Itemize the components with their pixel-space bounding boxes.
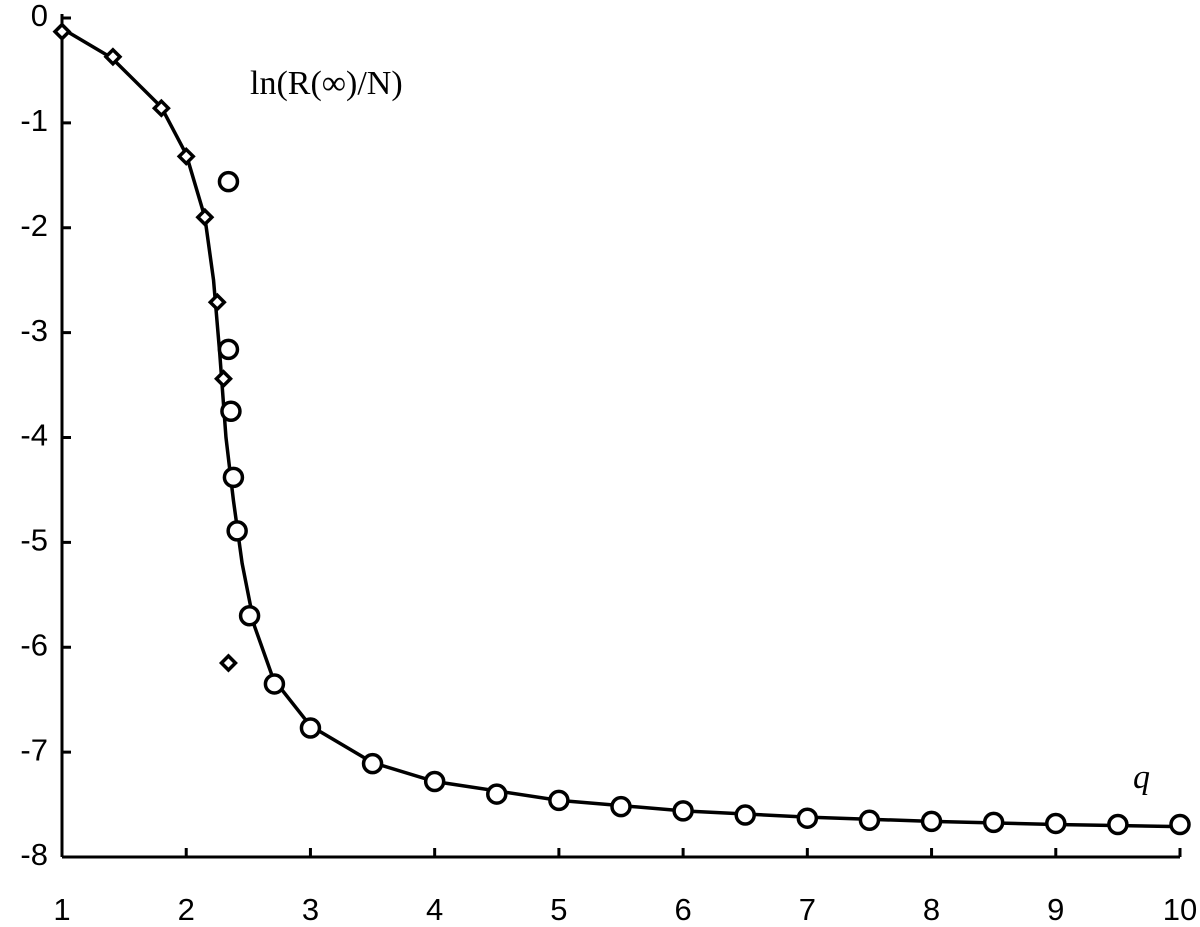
circle-marker	[610, 795, 632, 818]
x-tick-label: 1	[53, 892, 70, 927]
circle-marker	[263, 673, 286, 695]
y-tick-label: -3	[20, 313, 48, 348]
diamond-marker	[103, 47, 123, 67]
y-tick-label: 0	[31, 0, 48, 33]
y-tick-label: -8	[20, 837, 48, 872]
y-tick-label: -4	[20, 418, 48, 453]
circle-marker	[361, 752, 384, 775]
circle-marker	[423, 770, 446, 793]
circle-marker	[217, 170, 240, 193]
circle-marker	[796, 807, 819, 829]
y-tick-label: -2	[20, 208, 48, 243]
circle-marker	[734, 804, 756, 826]
x-tick-label: 10	[1163, 892, 1197, 927]
y-annotation: ln(R(∞)/N)	[250, 65, 403, 102]
x-tick-label: 6	[674, 892, 691, 927]
circle-marker	[920, 810, 943, 833]
circle-marker	[217, 338, 240, 361]
circle-marker	[299, 717, 322, 739]
y-tick-label: -6	[20, 627, 48, 662]
diamond-marker	[195, 207, 215, 227]
x-tick-label: 8	[923, 892, 940, 927]
circle-marker	[222, 466, 245, 489]
x-tick-label: 9	[1047, 892, 1064, 927]
circle-marker	[226, 520, 248, 542]
x-tick-label: 3	[302, 892, 319, 927]
circle-marker	[672, 800, 694, 822]
x-tick-label: 7	[799, 892, 816, 927]
x-annotation: q	[1133, 759, 1150, 796]
x-tick-label: 5	[550, 892, 567, 927]
circle-marker	[982, 811, 1005, 834]
circle-marker	[1045, 812, 1067, 835]
circle-marker	[1169, 813, 1191, 836]
circle-marker	[220, 400, 242, 423]
diamond-marker	[151, 98, 171, 118]
diamond-marker	[214, 369, 233, 389]
x-tick-label: 4	[426, 892, 443, 927]
circle-marker	[238, 605, 261, 627]
y-tick-label: -7	[20, 732, 48, 767]
diamond-marker	[176, 146, 196, 166]
circle-marker	[548, 789, 570, 812]
diamond-marker	[218, 653, 238, 673]
circle-marker	[486, 783, 508, 805]
circle-marker	[1107, 813, 1129, 836]
x-tick-label: 2	[178, 892, 195, 927]
y-tick-label: -1	[20, 103, 48, 138]
curve	[61, 26, 1181, 829]
diamond-marker	[52, 22, 72, 42]
y-tick-label: -5	[20, 523, 48, 558]
circle-marker	[858, 809, 881, 832]
diamond-marker	[207, 292, 227, 312]
